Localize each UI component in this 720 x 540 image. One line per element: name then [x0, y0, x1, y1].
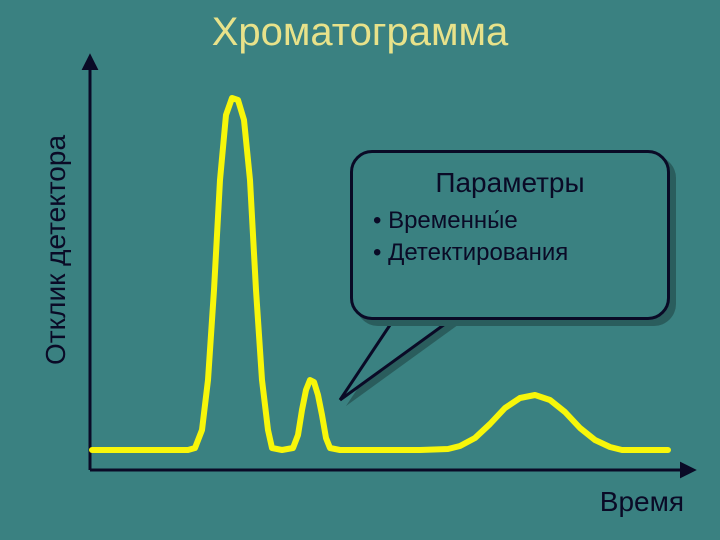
callout-item: • Временны́е: [373, 205, 647, 237]
callout-list: • Временны́е• Детектирования: [373, 205, 647, 270]
callout-tail: [340, 316, 462, 406]
parameters-callout: Параметры • Временны́е• Детектирования: [350, 150, 670, 320]
callout-title: Параметры: [373, 167, 647, 199]
slide: Хроматограмма Отклик детектора Время Пар…: [0, 0, 720, 540]
callout-item: • Детектирования: [373, 237, 647, 269]
